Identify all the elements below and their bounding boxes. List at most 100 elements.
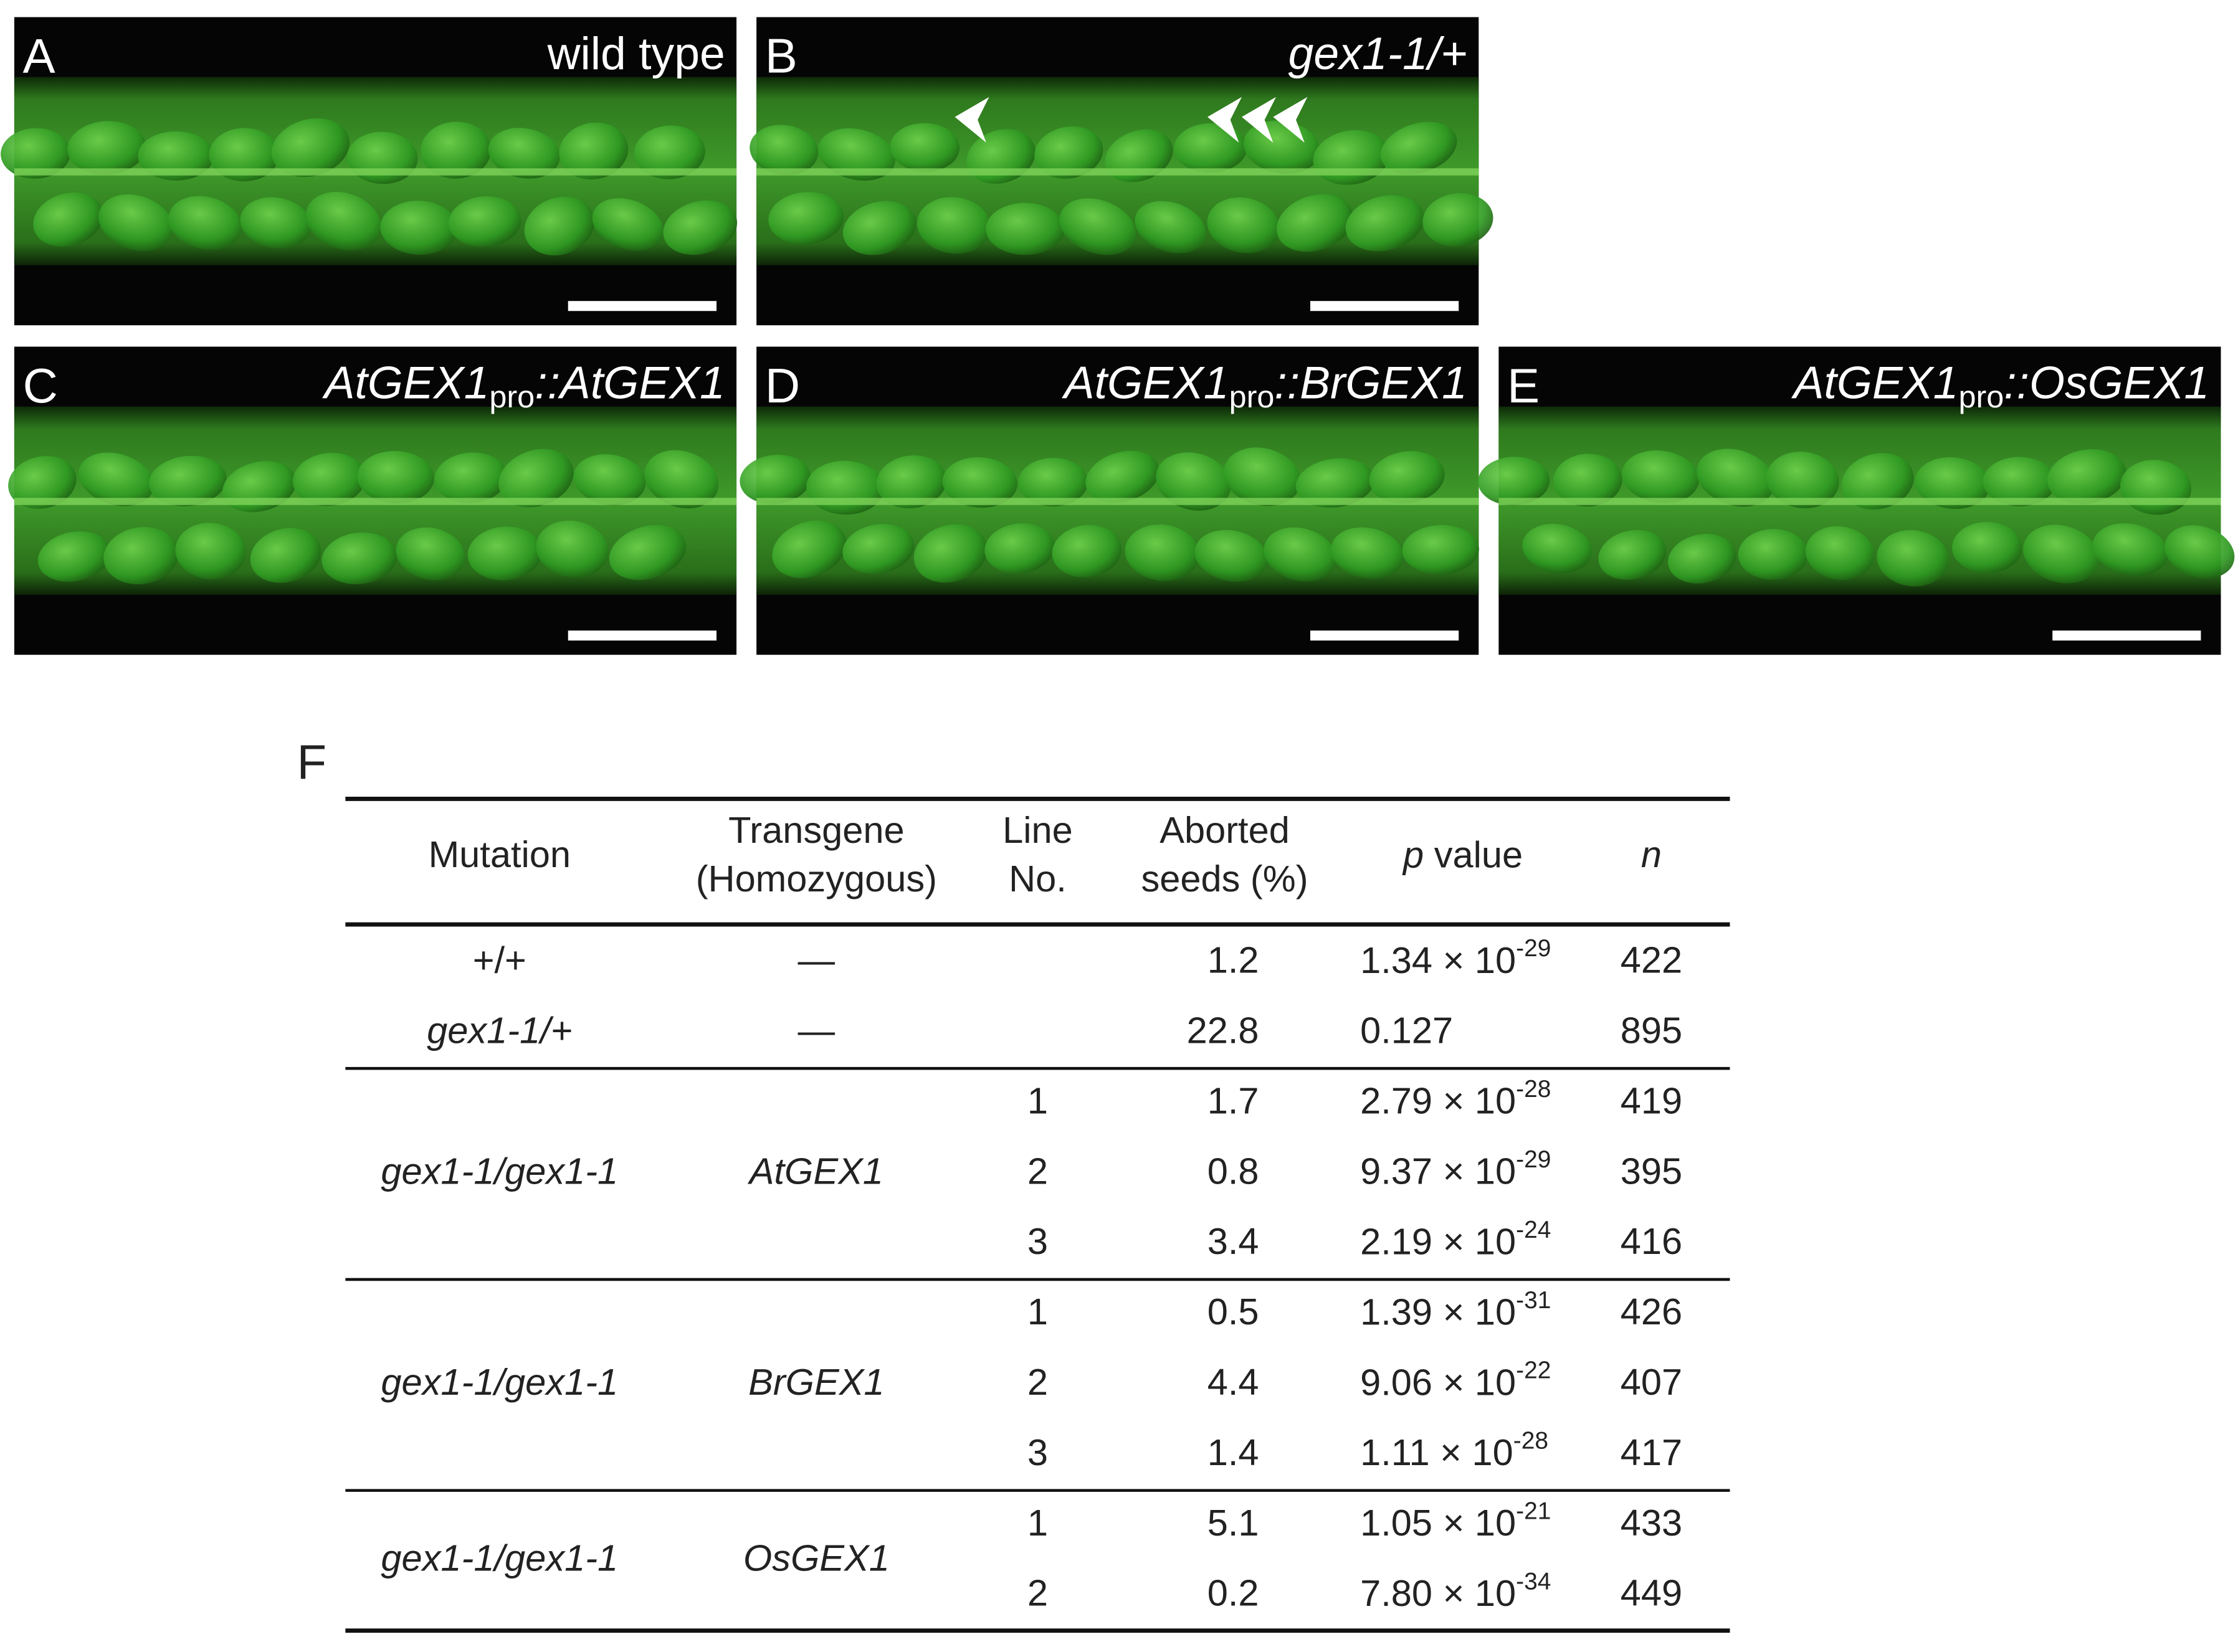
seed	[98, 194, 173, 251]
label-subscript: pro	[1229, 379, 1275, 415]
label-main: AtGEX1	[322, 358, 490, 409]
mutation: gex1-1/gex1-1	[381, 1361, 618, 1403]
seed	[1952, 521, 2022, 574]
panel-letter: E	[1507, 359, 1540, 413]
mutation: gex1-1/+	[427, 1009, 572, 1051]
p-mantissa: 1.34 × 10	[1360, 939, 1516, 981]
sample-size: 419	[1621, 1080, 1682, 1121]
sample-size: 417	[1621, 1431, 1682, 1473]
arrowhead	[1207, 97, 1242, 143]
seed	[1207, 197, 1280, 254]
seed	[149, 455, 227, 506]
seed	[818, 128, 896, 181]
seed	[357, 451, 434, 504]
scale-bar	[1310, 301, 1459, 311]
seed	[1264, 527, 1336, 582]
seed	[536, 520, 609, 578]
aborted-percent: 1.2	[1207, 939, 1259, 981]
arrowhead	[1242, 97, 1276, 143]
replum	[14, 168, 737, 176]
aborted-percent: 3.4	[1207, 1220, 1259, 1262]
seed	[306, 192, 381, 250]
panel-label: wild type	[547, 28, 725, 79]
seed	[750, 125, 819, 176]
seed	[1983, 457, 2056, 506]
seed	[1668, 534, 1736, 584]
seed	[1522, 523, 1592, 574]
p-value: 9.37 × 10-29	[1360, 1146, 1551, 1192]
panel-label: AtGEX1pro::AtGEX1	[322, 358, 725, 415]
seed	[1805, 526, 1874, 580]
sample-size: 395	[1621, 1150, 1682, 1192]
scale-bar	[568, 630, 717, 641]
aborted-percent: 0.5	[1207, 1291, 1259, 1332]
p-exponent: -29	[1516, 936, 1551, 962]
p-mantissa: 0.127	[1360, 1009, 1453, 1051]
arrowhead	[1273, 97, 1308, 143]
p-value: 1.05 × 10-21	[1360, 1498, 1551, 1544]
column-header: p value	[1402, 833, 1523, 875]
seed	[138, 131, 214, 181]
replum	[756, 168, 1479, 176]
seed	[292, 452, 366, 506]
seed	[1174, 123, 1247, 173]
seed	[890, 123, 960, 172]
line-number: 3	[1027, 1220, 1048, 1262]
label-rest: ::AtGEX1	[535, 358, 725, 409]
seed	[1125, 524, 1199, 581]
seed	[984, 523, 1055, 574]
header-italic: p	[1402, 833, 1424, 875]
p-exponent: -34	[1516, 1569, 1551, 1595]
p-mantissa: 9.37 × 10	[1360, 1150, 1516, 1192]
seed	[1, 128, 71, 179]
seed	[842, 201, 917, 255]
p-mantissa: 1.11 × 10	[1360, 1431, 1513, 1473]
p-value: 1.39 × 10-31	[1360, 1287, 1551, 1332]
scale-bar	[1310, 630, 1459, 641]
table: F Mutation Transgene (Homozygous) Line No. Ab…	[297, 735, 1730, 1633]
seed	[1422, 193, 1493, 247]
seed	[1156, 452, 1231, 511]
seed	[1402, 525, 1479, 575]
seed	[592, 198, 664, 251]
panel-label: AtGEX1pro::BrGEX1	[1062, 358, 1467, 415]
scale-bar	[568, 301, 717, 311]
panel-label: AtGEX1pro::OsGEX1	[1791, 358, 2210, 415]
seed	[1877, 529, 1949, 587]
line-number: 3	[1027, 1431, 1048, 1473]
seed	[79, 452, 154, 506]
sample-size: 895	[1621, 1009, 1682, 1051]
line-number: 1	[1027, 1291, 1048, 1332]
aborted-percent: 1.7	[1207, 1080, 1259, 1121]
seed	[942, 457, 1017, 508]
seed	[168, 196, 242, 250]
p-exponent: -24	[1516, 1217, 1551, 1243]
seed	[2164, 525, 2235, 579]
panel-letter: C	[23, 359, 58, 413]
panel-letter: F	[297, 735, 326, 789]
transgene: —	[798, 939, 836, 981]
sample-size: 449	[1621, 1572, 1682, 1614]
p-mantissa: 2.79 × 10	[1360, 1080, 1516, 1121]
transgene: OsGEX1	[743, 1537, 890, 1578]
seed	[1766, 452, 1839, 508]
p-mantissa: 1.05 × 10	[1360, 1502, 1516, 1544]
seed	[1369, 451, 1445, 504]
sample-size: 426	[1621, 1291, 1682, 1332]
seed	[271, 118, 350, 178]
header-text: value	[1424, 833, 1523, 875]
replum	[756, 498, 1479, 505]
seed	[1738, 529, 1808, 580]
seed	[1276, 194, 1353, 252]
p-mantissa: 2.19 × 10	[1360, 1220, 1516, 1262]
column-header: Aborted	[1159, 809, 1290, 851]
seed	[380, 201, 458, 255]
p-exponent: -28	[1516, 1076, 1551, 1103]
seed	[2092, 523, 2168, 576]
column-header: seeds (%)	[1141, 858, 1308, 900]
aborted-percent: 22.8	[1187, 1009, 1259, 1051]
p-value: 1.34 × 10-29	[1360, 936, 1551, 981]
